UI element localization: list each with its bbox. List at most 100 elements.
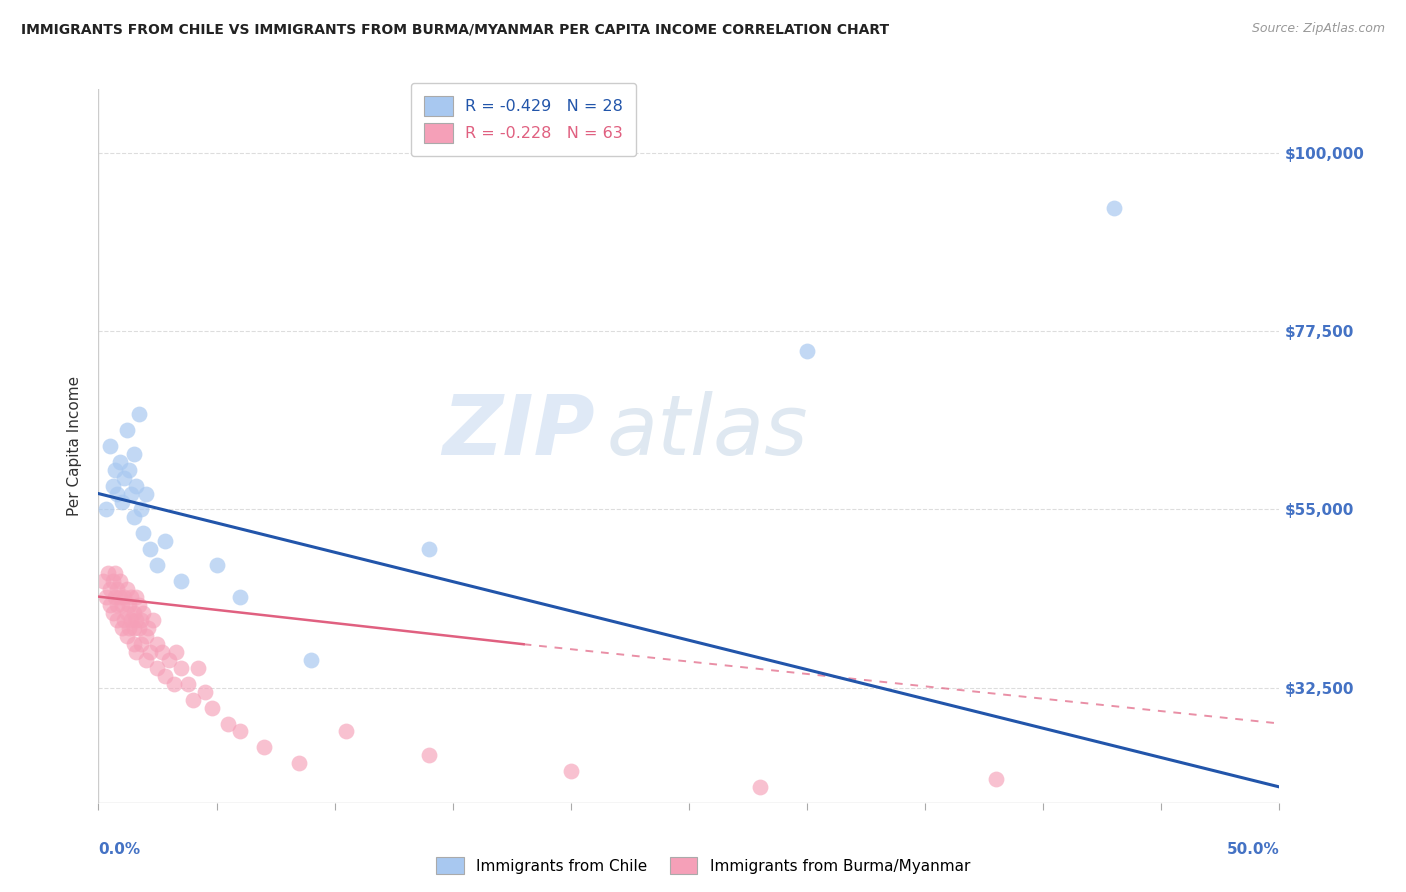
Point: [299, 653, 322, 667]
Point: [128, 621, 150, 635]
Point: [177, 677, 200, 691]
Point: [115, 606, 138, 620]
Point: [118, 621, 141, 635]
Point: [121, 614, 143, 628]
Point: [101, 574, 124, 588]
Point: [105, 486, 128, 500]
Point: [115, 582, 138, 596]
Y-axis label: Per Capita Income: Per Capita Income: [67, 376, 83, 516]
Point: [170, 661, 193, 675]
Legend: Immigrants from Chile, Immigrants from Burma/Myanmar: Immigrants from Chile, Immigrants from B…: [430, 851, 976, 880]
Point: [129, 637, 152, 651]
Point: [229, 724, 252, 739]
Point: [98, 439, 121, 453]
Point: [122, 621, 145, 635]
Point: [104, 566, 127, 580]
Point: [111, 598, 134, 612]
Point: [187, 661, 209, 675]
Point: [112, 590, 135, 604]
Point: [153, 669, 176, 683]
Point: [135, 629, 157, 643]
Point: [105, 582, 128, 596]
Point: [288, 756, 311, 771]
Point: [136, 621, 159, 635]
Point: [139, 645, 162, 659]
Point: [129, 614, 152, 628]
Point: [108, 455, 131, 469]
Point: [132, 526, 155, 541]
Point: [125, 645, 148, 659]
Point: [108, 590, 131, 604]
Point: [153, 534, 176, 549]
Point: [163, 677, 186, 691]
Text: IMMIGRANTS FROM CHILE VS IMMIGRANTS FROM BURMA/MYANMAR PER CAPITA INCOME CORRELA: IMMIGRANTS FROM CHILE VS IMMIGRANTS FROM…: [21, 22, 889, 37]
Point: [135, 486, 157, 500]
Point: [748, 780, 770, 794]
Text: 50.0%: 50.0%: [1226, 842, 1279, 857]
Point: [129, 502, 152, 516]
Point: [150, 645, 173, 659]
Point: [170, 574, 193, 588]
Point: [121, 590, 143, 604]
Point: [101, 606, 124, 620]
Point: [139, 542, 162, 557]
Point: [335, 724, 357, 739]
Point: [560, 764, 582, 778]
Point: [105, 598, 128, 612]
Point: [97, 566, 120, 580]
Point: [128, 598, 150, 612]
Point: [101, 478, 124, 492]
Point: [122, 637, 145, 651]
Point: [122, 447, 145, 461]
Point: [418, 748, 440, 763]
Point: [1102, 201, 1125, 215]
Point: [418, 542, 440, 557]
Legend: R = -0.429   N = 28, R = -0.228   N = 63: R = -0.429 N = 28, R = -0.228 N = 63: [411, 83, 636, 156]
Point: [118, 463, 141, 477]
Point: [253, 740, 276, 755]
Point: [122, 606, 145, 620]
Point: [98, 598, 121, 612]
Point: [157, 653, 180, 667]
Point: [125, 478, 148, 492]
Text: atlas: atlas: [606, 392, 808, 472]
Point: [98, 582, 121, 596]
Point: [94, 590, 117, 604]
Point: [146, 558, 169, 572]
Point: [796, 343, 818, 358]
Point: [94, 502, 117, 516]
Point: [128, 407, 150, 421]
Point: [104, 463, 127, 477]
Point: [125, 614, 148, 628]
Text: ZIP: ZIP: [441, 392, 595, 472]
Point: [165, 645, 187, 659]
Point: [112, 614, 135, 628]
Text: Source: ZipAtlas.com: Source: ZipAtlas.com: [1251, 22, 1385, 36]
Point: [108, 574, 131, 588]
Point: [229, 590, 252, 604]
Point: [115, 629, 138, 643]
Point: [118, 598, 141, 612]
Point: [146, 661, 169, 675]
Point: [142, 614, 165, 628]
Point: [105, 614, 128, 628]
Point: [112, 471, 135, 485]
Point: [181, 692, 204, 706]
Point: [205, 558, 228, 572]
Point: [217, 716, 239, 731]
Point: [115, 423, 138, 437]
Point: [135, 653, 157, 667]
Point: [125, 590, 148, 604]
Point: [121, 486, 143, 500]
Point: [104, 590, 127, 604]
Point: [111, 494, 134, 508]
Point: [132, 606, 155, 620]
Point: [194, 685, 217, 699]
Point: [984, 772, 1007, 786]
Point: [91, 574, 114, 588]
Text: 0.0%: 0.0%: [98, 842, 141, 857]
Point: [122, 510, 145, 524]
Point: [201, 700, 224, 714]
Point: [146, 637, 169, 651]
Point: [111, 621, 134, 635]
